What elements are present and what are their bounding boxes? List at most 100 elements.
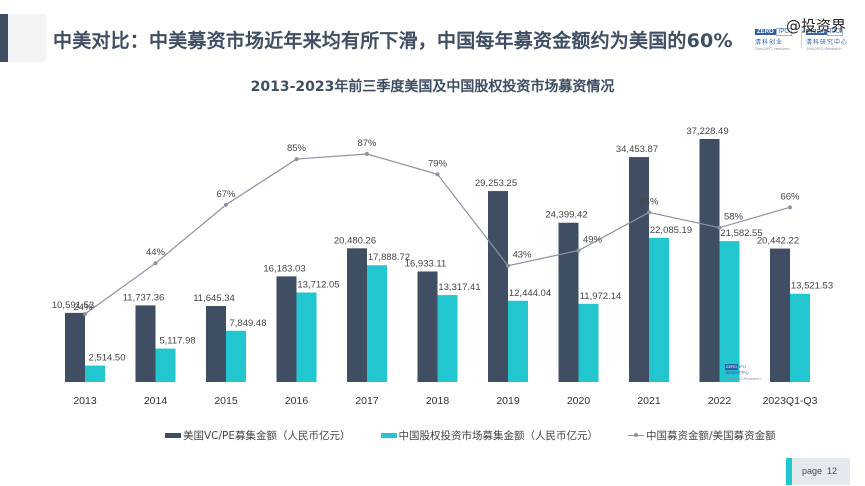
bar-us-2019 <box>488 191 508 382</box>
bar-china-2015 <box>226 330 246 382</box>
bar-china-2018 <box>437 295 458 382</box>
data-label-china-2018: 13,317.41 <box>438 282 480 293</box>
bar-us-2016 <box>276 276 297 382</box>
logo-chinese-name: 清科研究中心 <box>806 40 849 46</box>
ratio-label-2018: 79% <box>428 158 448 169</box>
ratio-label-2021: 64% <box>639 196 659 207</box>
data-label-china-2017: 17,888.72 <box>368 252 410 263</box>
mini-logo-english-name: Zero2IPO Research <box>725 376 761 381</box>
page-label: page <box>802 466 823 476</box>
chart-title: 2013-2023年前三季度美国及中国股权投资市场募资情况 <box>250 79 615 95</box>
logo-ipo-mark: IPO <box>775 28 793 36</box>
logo-english-name: Zero2IPO Ventures <box>755 46 790 51</box>
ratio-point-2013 <box>83 312 87 316</box>
bar-us-2023Q1-Q3 <box>770 248 790 382</box>
bar-us-2017 <box>347 248 367 382</box>
bar-china-2016 <box>296 292 317 382</box>
data-label-us-2022: 37,228.49 <box>686 126 728 137</box>
page-number-value: 12 <box>827 466 838 476</box>
ratio-label-2013: 24% <box>73 302 93 313</box>
title-accent-block <box>8 14 46 62</box>
legend-label-china: 中国股权投资市场募集金额（人民币亿元） <box>398 430 599 442</box>
data-label-china-2015: 7,849.48 <box>230 318 267 329</box>
zero2ipo-ventures-logo: ZERO IPO 清科创业 Zero2IPO Ventures <box>755 28 793 51</box>
bar-china-2014 <box>155 348 176 382</box>
data-label-us-2023Q1-Q3: 20,442.22 <box>757 236 799 247</box>
x-tick-label-2017: 2017 <box>355 395 379 407</box>
bar-us-2021 <box>629 157 649 382</box>
legend-swatch-ratio <box>628 433 645 437</box>
logo-divider <box>801 28 802 48</box>
bar-china-2021 <box>649 237 669 382</box>
legend-swatch-china <box>380 433 397 438</box>
data-label-us-2021: 34,453.87 <box>616 144 658 155</box>
data-label-us-2014: 11,737.36 <box>123 292 165 303</box>
slide-headline: 中美对比：中美募资市场近年来均有所下滑，中国每年募资金额约为美国的60% <box>53 30 733 52</box>
bar-us-2022 <box>699 139 720 382</box>
page-indicator <box>786 458 850 485</box>
x-tick-label-2013: 2013 <box>73 395 97 407</box>
data-label-us-2020: 24,399.42 <box>545 210 587 221</box>
x-tick-label-2018: 2018 <box>426 395 450 407</box>
page-number: page 12 <box>802 466 837 476</box>
logo-ipo-mark: IPO <box>826 28 844 36</box>
legend-item-china: 中国股权投资市场募集金额（人民币亿元） <box>380 428 599 443</box>
bar-china-2023Q1-Q3 <box>790 293 810 382</box>
x-tick-label-2014: 2014 <box>144 395 168 407</box>
x-tick-label-2019: 2019 <box>496 395 520 407</box>
data-label-china-2019: 12,444.04 <box>509 288 551 299</box>
ratio-point-2014 <box>153 261 158 266</box>
data-label-us-2015: 11,645.34 <box>193 293 235 304</box>
x-tick-label-2020: 2020 <box>567 395 591 407</box>
mini-logo-ipo-mark: IPO <box>739 364 747 369</box>
ratio-point-2023Q1-Q3 <box>788 205 792 210</box>
ratio-point-2018 <box>435 172 440 177</box>
bar-china-2019 <box>508 300 528 382</box>
logo-english-name: Zero2IPO Research <box>806 46 842 51</box>
data-label-china-2023Q1-Q3: 13,521.53 <box>791 281 833 292</box>
legend-label-us: 美国VC/PE募集金额（人民币亿元） <box>183 430 351 442</box>
ratio-point-2015 <box>224 202 228 207</box>
logo-zero-mark: ZERO <box>755 29 776 35</box>
zero2ipo-research-logo: ZERO IPO 清科研究中心 Zero2IPO Research <box>806 28 849 51</box>
data-label-china-2021: 22,085.19 <box>650 225 692 236</box>
watermark: @投资界 <box>786 17 847 35</box>
logo-chinese-name: 清科创业 <box>755 40 784 46</box>
bar-china-2022 <box>719 241 740 382</box>
legend-swatch-us <box>165 433 181 438</box>
data-label-china-2022: 21,582.55 <box>720 228 762 239</box>
bar-china-2017 <box>367 265 387 382</box>
title-accent-bar <box>0 14 8 62</box>
ratio-point-2017 <box>365 152 369 156</box>
data-label-us-2016: 16,183.03 <box>263 263 305 274</box>
data-label-china-2016: 13,712.05 <box>297 279 339 290</box>
legend-item-ratio: 中国募资金额/美国募资金额 <box>628 428 776 443</box>
data-label-us-2013: 10,591.53 <box>52 300 94 311</box>
bar-china-2013 <box>85 365 105 382</box>
data-label-us-2018: 16,933.11 <box>405 258 447 269</box>
ratio-point-2019 <box>506 263 510 268</box>
legend-label-ratio: 中国募资金额/美国募资金额 <box>646 430 776 442</box>
ratio-label-2023Q1-Q3: 66% <box>780 191 800 202</box>
ratio-point-2016 <box>294 157 299 162</box>
chart-legend: 美国VC/PE募集金额（人民币亿元） 中国股权投资市场募集金额（人民币亿元） 中… <box>165 428 776 443</box>
ratio-label-2019: 43% <box>512 250 532 261</box>
chart-source-logo: ZERO IPO 清科研究中心 Zero2IPO Research <box>725 364 761 382</box>
x-tick-label-2016: 2016 <box>285 395 309 407</box>
bar-us-2018 <box>417 271 438 382</box>
ratio-label-2014: 44% <box>146 247 166 258</box>
data-label-us-2017: 20,480.26 <box>334 235 376 246</box>
legend-item-us: 美国VC/PE募集金额（人民币亿元） <box>165 428 351 443</box>
ratio-point-2021 <box>647 210 651 215</box>
x-tick-label-2023Q1-Q3: 2023Q1-Q3 <box>763 395 818 407</box>
bar-us-2014 <box>135 305 156 382</box>
bar-us-2015 <box>206 305 226 382</box>
ratio-label-2015: 67% <box>216 189 236 200</box>
ratio-point-2022 <box>717 225 722 230</box>
ratio-label-2016: 85% <box>287 143 307 154</box>
ratio-label-2020: 49% <box>583 235 603 246</box>
ratio-label-2022: 58% <box>724 212 744 223</box>
logo-zero-mark: ZERO <box>806 29 827 35</box>
bar-us-2013 <box>65 312 85 382</box>
